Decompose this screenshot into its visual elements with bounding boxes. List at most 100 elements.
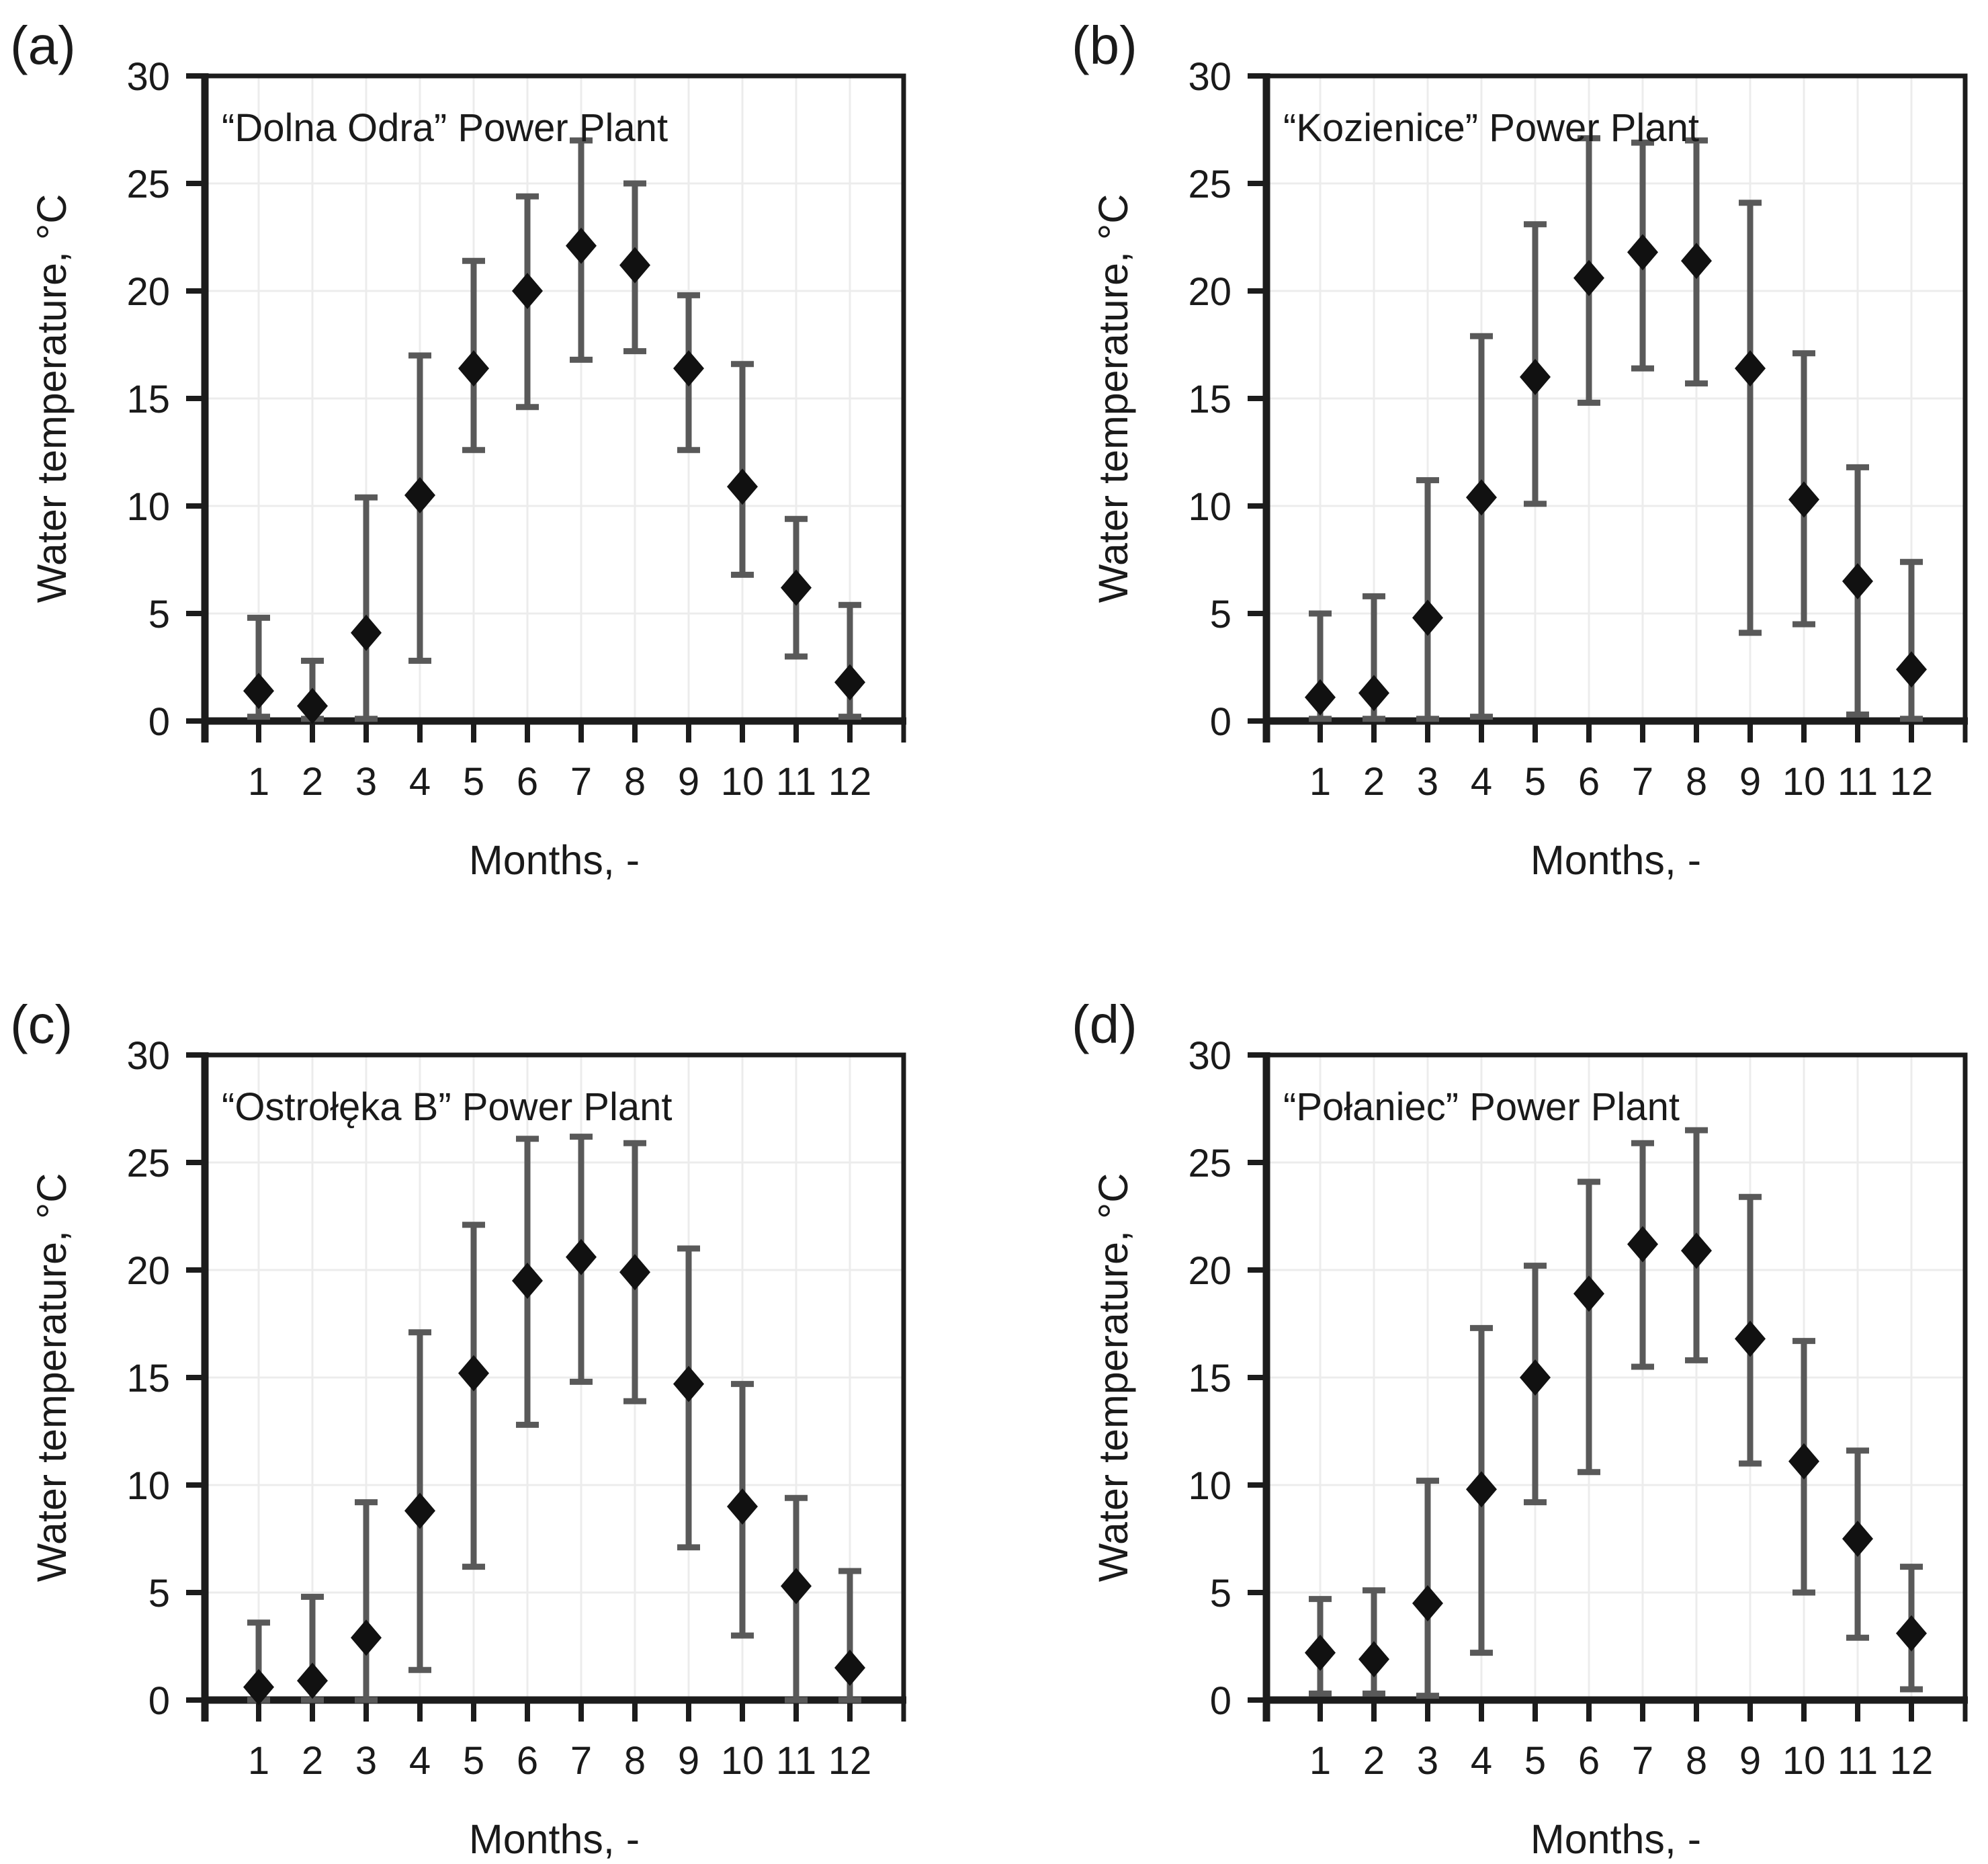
data-point-marker [566, 227, 597, 264]
data-point-marker [1573, 259, 1604, 296]
data-point-marker [512, 1263, 543, 1299]
data-point-marker [1681, 243, 1712, 280]
x-tick-label: 10 [721, 1739, 765, 1783]
y-tick-label: 25 [1188, 163, 1231, 206]
x-tick-label: 4 [409, 1739, 431, 1783]
data-point-marker [1788, 1443, 1819, 1480]
data-point-marker [1735, 1320, 1766, 1357]
x-tick-label: 3 [1417, 760, 1438, 804]
x-tick-label: 12 [1890, 760, 1934, 804]
x-tick-label: 1 [1309, 1739, 1331, 1783]
data-point-marker [351, 614, 382, 651]
data-point-marker [1842, 563, 1873, 599]
data-point-marker [1627, 234, 1658, 271]
data-point-marker [673, 1365, 704, 1402]
x-tick-label: 9 [678, 1739, 699, 1783]
x-tick-label: 5 [1524, 1739, 1546, 1783]
x-tick-label: 7 [1632, 1739, 1653, 1783]
x-tick-label: 11 [776, 1739, 816, 1783]
data-point-marker [1412, 599, 1443, 636]
y-tick-label: 30 [126, 55, 170, 99]
y-axis-label: Water temperature, °C [1090, 1173, 1136, 1582]
data-point-marker [458, 350, 489, 387]
data-point-marker [243, 1668, 274, 1705]
data-point-marker [781, 1568, 812, 1605]
y-axis-label: Water temperature, °C [29, 194, 75, 603]
x-axis-label: Months, - [469, 837, 640, 883]
x-axis-label: Months, - [1530, 837, 1701, 883]
data-point-marker [404, 477, 435, 513]
y-tick-label: 5 [148, 1572, 170, 1615]
y-tick-label: 0 [148, 1679, 170, 1723]
x-tick-label: 6 [517, 1739, 538, 1783]
data-point-marker [1735, 350, 1766, 387]
y-tick-label: 5 [1210, 1572, 1231, 1615]
y-tick-label: 15 [126, 1357, 170, 1400]
data-point-marker [512, 273, 543, 309]
x-tick-label: 2 [1363, 1739, 1385, 1783]
panel-label: (d) [1072, 994, 1137, 1054]
x-tick-label: 6 [1578, 760, 1600, 804]
y-tick-label: 5 [148, 593, 170, 636]
chart-title: “Kozienice” Power Plant [1283, 106, 1699, 150]
data-point-marker [1520, 1359, 1551, 1396]
x-tick-label: 12 [828, 1739, 872, 1783]
x-tick-label: 7 [1632, 760, 1653, 804]
chart-title: “Dolna Odra” Power Plant [222, 106, 668, 150]
panel-label: (a) [10, 15, 76, 75]
data-point-marker [458, 1355, 489, 1392]
data-point-marker [781, 569, 812, 606]
x-tick-label: 1 [1309, 760, 1331, 804]
x-tick-label: 3 [1417, 1739, 1438, 1783]
x-tick-label: 10 [1782, 1739, 1826, 1783]
y-tick-label: 30 [126, 1034, 170, 1078]
chart-title: “Połaniec” Power Plant [1283, 1085, 1680, 1129]
x-tick-label: 7 [570, 760, 592, 804]
y-tick-label: 10 [126, 1464, 170, 1508]
x-tick-label: 3 [355, 760, 377, 804]
data-point-marker [834, 1650, 865, 1686]
y-tick-label: 30 [1188, 55, 1231, 99]
data-point-marker [1520, 359, 1551, 395]
x-tick-label: 11 [776, 760, 816, 804]
chart-title: “Ostrołęka B” Power Plant [222, 1085, 672, 1129]
x-tick-label: 4 [1471, 1739, 1492, 1783]
x-tick-label: 5 [463, 760, 484, 804]
y-tick-label: 5 [1210, 593, 1231, 636]
data-point-marker [1896, 1615, 1927, 1652]
x-tick-label: 6 [1578, 1739, 1600, 1783]
y-tick-label: 15 [1188, 378, 1231, 421]
x-axis-label: Months, - [469, 1816, 640, 1862]
x-tick-label: 2 [1363, 760, 1385, 804]
data-point-marker [1681, 1232, 1712, 1269]
y-tick-label: 25 [126, 163, 170, 206]
y-tick-label: 20 [126, 1249, 170, 1293]
y-axis-label: Water temperature, °C [29, 1173, 75, 1582]
x-tick-label: 4 [1471, 760, 1492, 804]
y-axis-label: Water temperature, °C [1090, 194, 1136, 603]
x-tick-label: 10 [1782, 760, 1826, 804]
x-tick-label: 9 [678, 760, 699, 804]
data-point-marker [404, 1492, 435, 1529]
x-tick-label: 8 [624, 760, 646, 804]
data-point-marker [243, 673, 274, 710]
data-point-marker [673, 350, 704, 387]
data-point-marker [1305, 679, 1336, 716]
data-point-marker [1466, 479, 1497, 516]
y-tick-label: 15 [126, 378, 170, 421]
y-tick-label: 15 [1188, 1357, 1231, 1400]
y-tick-label: 0 [1210, 1679, 1231, 1723]
data-point-marker [1358, 1641, 1389, 1678]
data-point-marker [1358, 675, 1389, 712]
data-point-marker [619, 247, 650, 284]
data-point-marker [619, 1254, 650, 1291]
data-point-marker [727, 1488, 758, 1525]
data-point-marker [727, 468, 758, 505]
y-tick-label: 20 [1188, 1249, 1231, 1293]
data-point-marker [1842, 1521, 1873, 1557]
